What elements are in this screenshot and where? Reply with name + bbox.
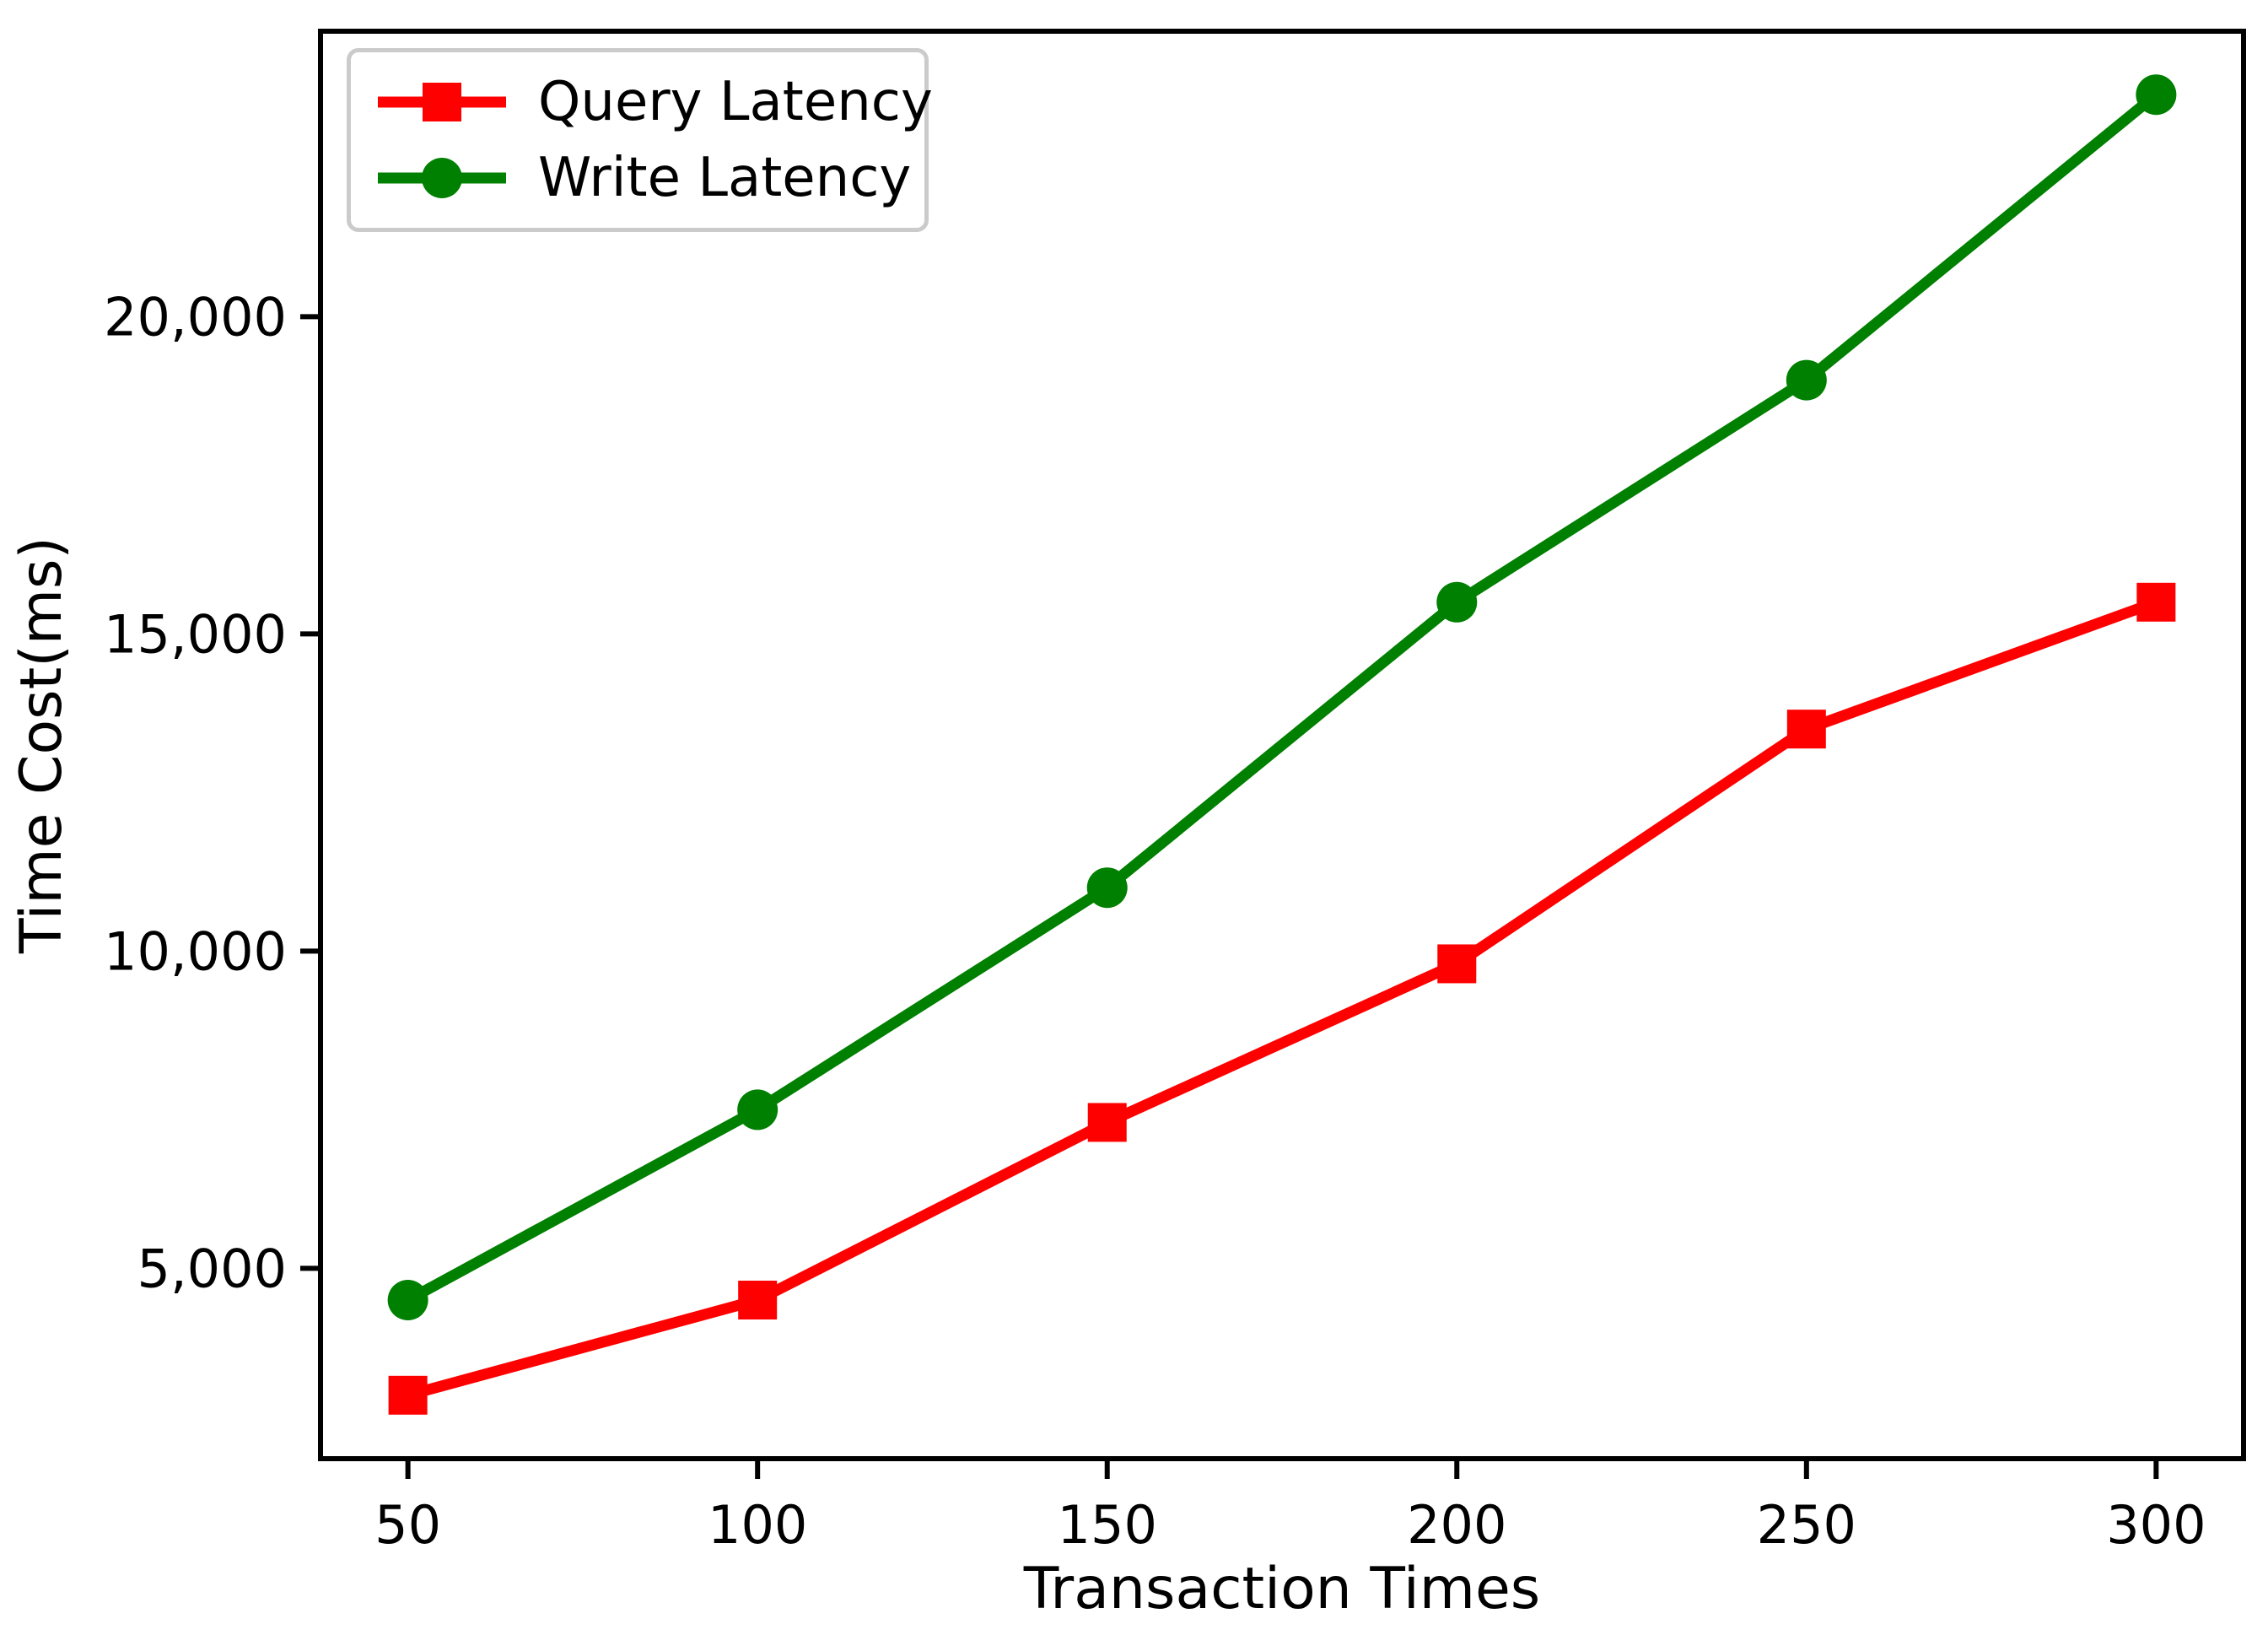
y-axis-ticks: 5,000 10,000 15,000 20,000 <box>104 286 321 1299</box>
data-point-marker <box>1086 867 1128 909</box>
x-tick-label: 50 <box>374 1494 441 1556</box>
y-tick-label: 15,000 <box>104 603 287 665</box>
series-query-latency <box>388 582 2176 1415</box>
x-axis-label: Transaction Times <box>1023 1556 1540 1622</box>
legend-item-write-latency: Write Latency <box>374 151 911 205</box>
data-point-marker <box>737 1089 778 1130</box>
x-axis-ticks: 50 100 150 200 250 300 <box>374 1459 2206 1556</box>
legend-item-query-latency: Query Latency <box>374 75 933 129</box>
data-point-marker <box>388 1375 428 1415</box>
data-point-marker <box>1437 944 1477 984</box>
legend: Query Latency Write Latency <box>347 48 933 232</box>
y-tick-label: 20,000 <box>104 286 287 348</box>
query-latency-square-marker-icon <box>378 83 506 121</box>
x-tick-label: 300 <box>2106 1494 2206 1556</box>
data-point-marker <box>1087 1103 1127 1142</box>
y-tick-label: 5,000 <box>137 1238 288 1299</box>
series-write-latency <box>387 74 2177 1320</box>
x-tick-label: 200 <box>1407 1494 1506 1556</box>
chart-content: 50 100 150 200 250 300 5,000 10,000 15,000 20,000 <box>104 29 2246 1556</box>
write-latency-circle-marker-icon <box>378 158 506 198</box>
data-point-marker <box>738 1281 778 1319</box>
data-point-marker <box>387 1280 428 1320</box>
data-point-marker <box>1786 710 1826 749</box>
x-tick-label: 150 <box>1058 1494 1157 1556</box>
axes-frame <box>318 29 2246 1461</box>
data-point-marker <box>2136 74 2177 116</box>
y-axis-label: Time Cost(ms) <box>8 537 75 954</box>
data-point-marker <box>1436 581 1478 623</box>
x-tick-label: 100 <box>708 1494 807 1556</box>
y-tick-label: 10,000 <box>104 920 287 982</box>
x-tick-label: 250 <box>1757 1494 1856 1556</box>
legend-label-query-latency: Query Latency <box>538 71 933 133</box>
data-point-marker <box>2136 582 2176 622</box>
data-point-marker <box>1786 359 1827 401</box>
legend-label-write-latency: Write Latency <box>538 147 912 209</box>
